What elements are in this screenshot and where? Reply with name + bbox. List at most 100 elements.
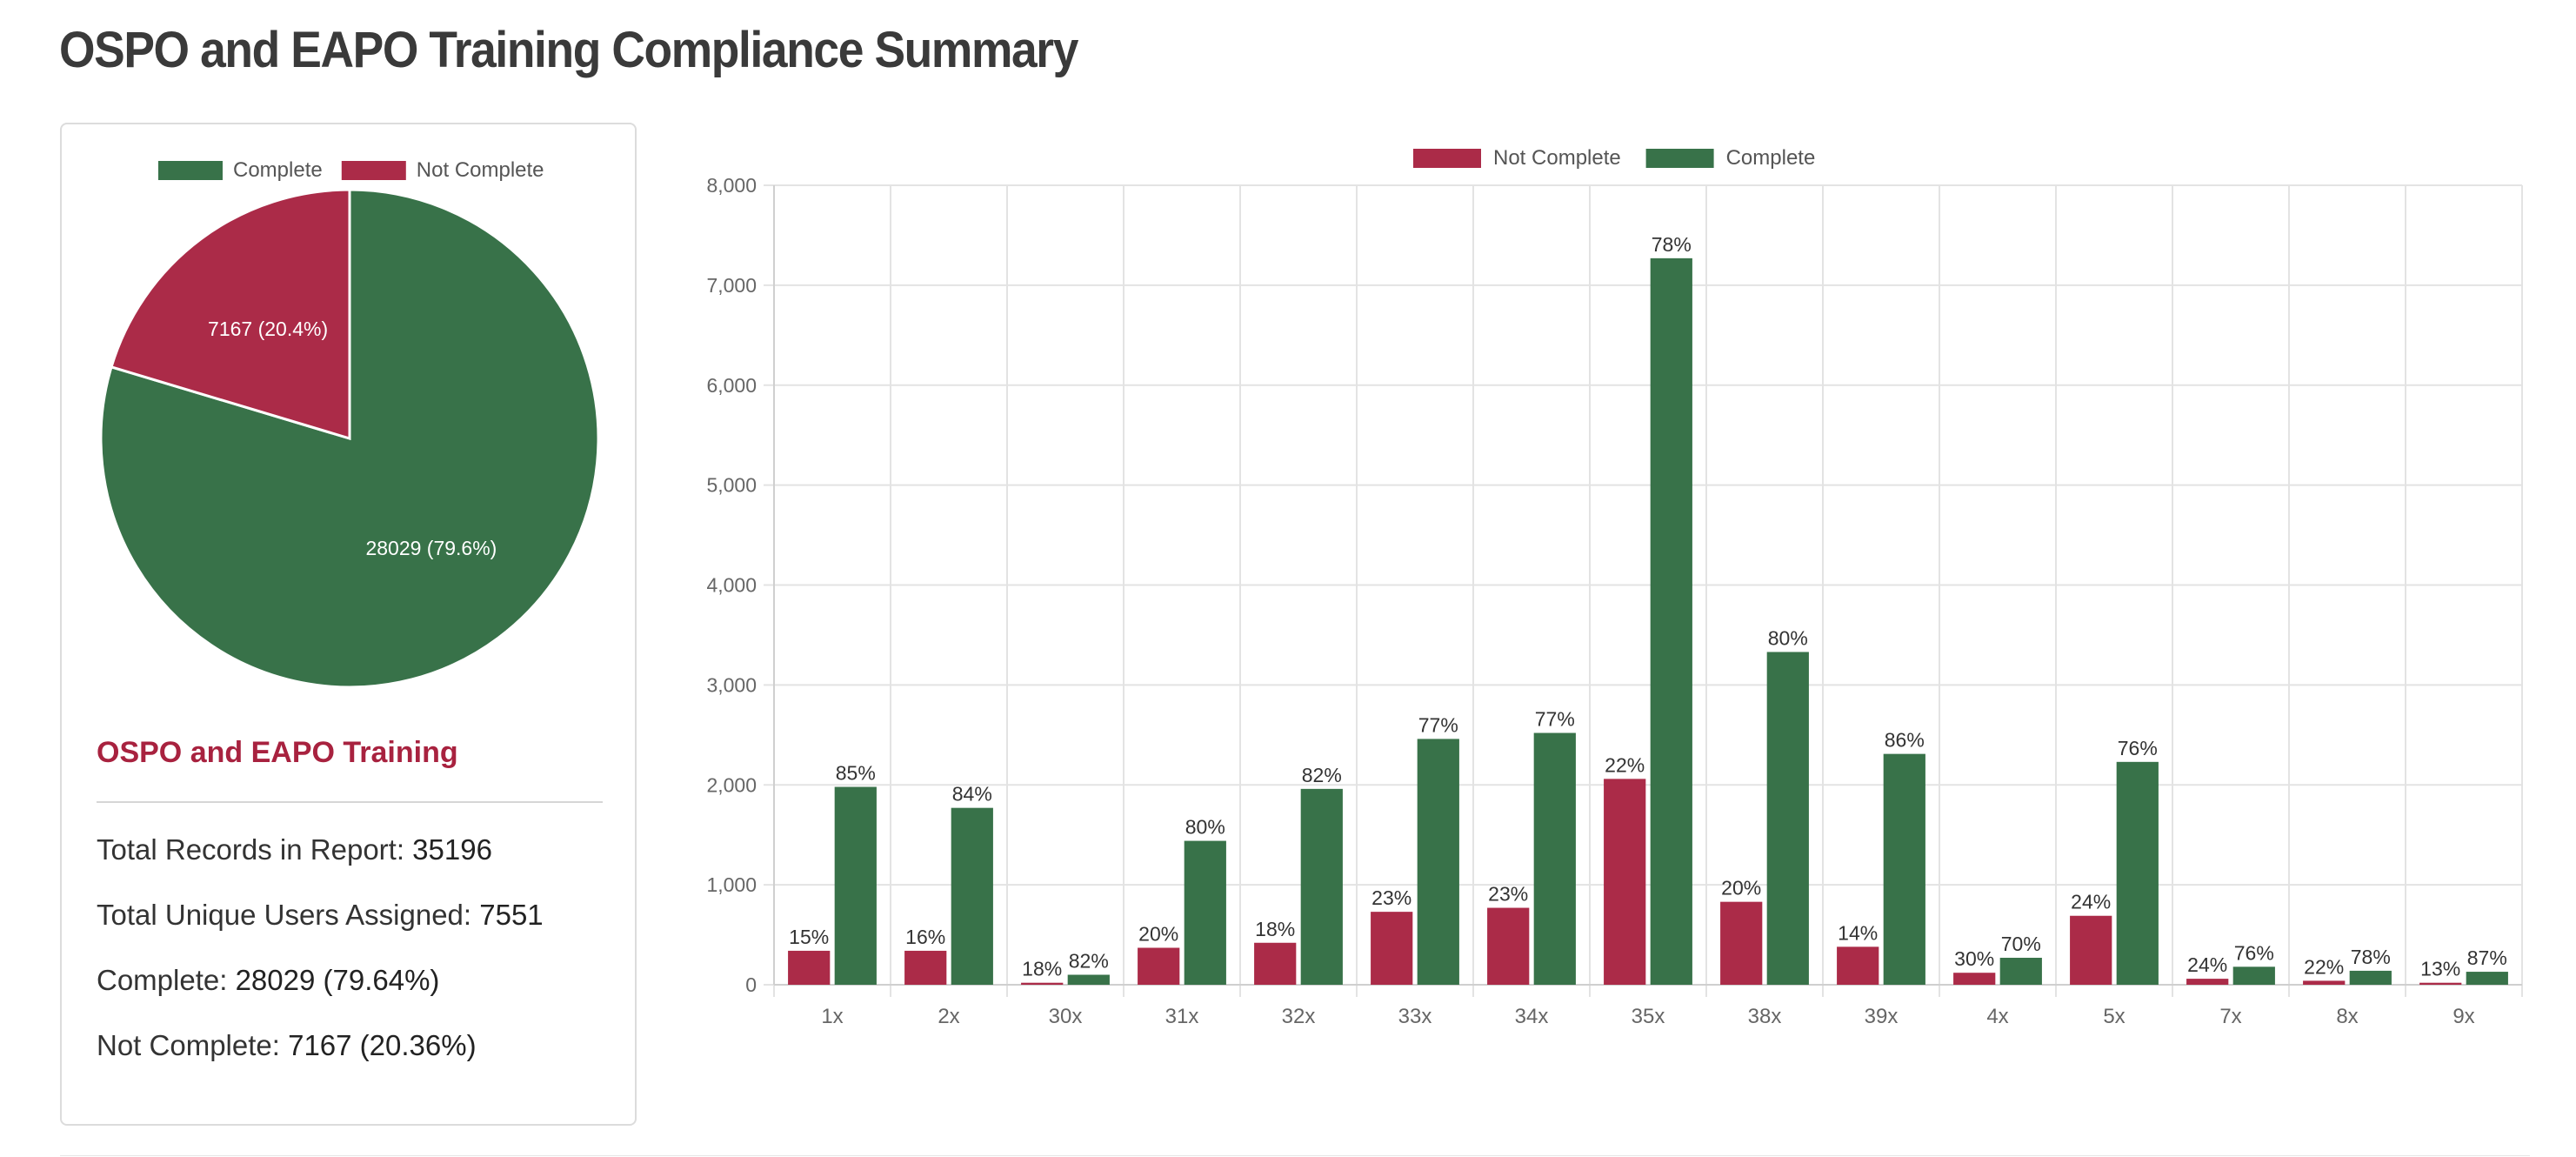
pie-chart[interactable]: Complete Not Complete 28029 (79.6%) 7167 (2… [62,124,638,716]
bar-data-label: 82% [1302,764,1342,786]
divider [97,801,603,803]
bar-data-label: 16% [905,926,945,948]
y-tick-label: 5,000 [706,474,757,497]
bar-complete-31x[interactable] [1184,840,1226,985]
bar-data-label: 76% [2234,941,2274,964]
bar-data-label: 77% [1418,713,1458,736]
complete-value: 28029 (79.64%) [235,964,440,996]
bar-data-label: 24% [2187,953,2227,976]
bar-data-label: 76% [2118,737,2158,759]
bar-data-label: 13% [2420,958,2460,980]
bar-complete-2x[interactable] [951,807,993,985]
bar-not-complete-7x[interactable] [2186,979,2229,985]
y-tick-label: 8,000 [706,174,757,197]
pie-slice-not-complete[interactable] [110,188,351,441]
bar-complete-32x[interactable] [1300,788,1343,985]
not-complete-label: Not Complete: [97,1029,289,1061]
bar-complete-5x[interactable] [2116,761,2159,985]
bar-legend-complete[interactable]: Complete [1645,146,1816,170]
y-tick-label: 6,000 [706,374,757,397]
complete-stat: Complete: 28029 (79.64%) [97,964,439,997]
legend-label: Complete [233,158,323,182]
complete-label: Complete: [97,964,236,996]
pie-slice-label: 28029 (79.6%) [365,537,497,559]
bar-data-label: 30% [1954,947,1994,970]
page-title: OSPO and EAPO Training Compliance Summar… [59,22,1078,78]
bar-data-label: 77% [1535,708,1575,731]
bar-complete-38x[interactable] [1766,652,1809,985]
y-tick-label: 7,000 [706,274,757,297]
bar-not-complete-8x[interactable] [2303,980,2346,985]
bar-complete-8x[interactable] [2349,970,2392,985]
bar-data-label: 70% [2001,933,2041,955]
unique-users-value: 7551 [479,899,544,931]
bar-not-complete-9x[interactable] [2419,982,2462,985]
x-tick-label: 34x [1515,1005,1549,1028]
bar-not-complete-5x[interactable] [2070,915,2112,985]
x-tick-label: 32x [1282,1005,1316,1028]
legend-swatch [1413,149,1481,168]
bottom-divider [60,1155,2530,1156]
bar-not-complete-1x[interactable] [788,950,831,985]
bar-complete-1x[interactable] [834,786,877,985]
x-tick-label: 1x [821,1005,843,1028]
legend-swatch [341,161,406,180]
bar-not-complete-32x[interactable] [1254,942,1297,985]
bar-not-complete-33x[interactable] [1371,912,1413,985]
bar-legend-not-complete[interactable]: Not Complete [1413,146,1621,170]
bar-complete-34x[interactable] [1533,732,1576,985]
total-records-value: 35196 [412,833,492,866]
x-tick-label: 4x [1986,1005,2008,1028]
pie-legend-not-complete[interactable]: Not Complete [341,158,544,182]
x-tick-label: 33x [1398,1005,1432,1028]
bar-not-complete-35x[interactable] [1604,779,1646,985]
y-tick-label: 1,000 [706,873,757,896]
bar-chart[interactable]: Not Complete Complete 0 1,000 2,000 3,000 4,00… [661,130,2539,1044]
unique-users-stat: Total Unique Users Assigned: 7551 [97,899,544,932]
bar-data-label: 23% [1371,886,1411,909]
bar-data-label: 84% [952,783,992,806]
bar-data-label: 15% [789,926,829,948]
bar-complete-7x[interactable] [2232,966,2275,985]
bar-not-complete-34x[interactable] [1487,907,1530,985]
total-records-stat: Total Records in Report: 35196 [97,833,492,866]
bar-complete-30x[interactable] [1067,974,1110,985]
bar-data-label: 18% [1255,918,1295,940]
not-complete-value: 7167 (20.36%) [288,1029,477,1061]
unique-users-label: Total Unique Users Assigned: [97,899,480,931]
bar-not-complete-31x[interactable] [1138,947,1180,985]
bar-data-label: 24% [2071,891,2111,913]
bar-data-label: 22% [1605,753,1645,776]
bar-complete-33x[interactable] [1417,739,1459,985]
x-tick-label: 7x [2219,1005,2241,1028]
x-tick-label: 39x [1865,1005,1899,1028]
total-records-label: Total Records in Report: [97,833,413,866]
bar-complete-4x[interactable] [1999,957,2042,985]
bar-not-complete-2x[interactable] [904,950,947,985]
bar-data-label: 20% [1138,922,1178,945]
x-tick-label: 38x [1748,1005,1782,1028]
bar-not-complete-38x[interactable] [1720,901,1763,985]
bar-complete-39x[interactable] [1883,753,1925,985]
x-tick-label: 35x [1632,1005,1665,1028]
not-complete-stat: Not Complete: 7167 (20.36%) [97,1029,477,1062]
bar-not-complete-4x[interactable] [1953,973,1996,985]
bar-data-label: 14% [1838,921,1878,944]
bar-data-label: 87% [2467,946,2507,969]
x-tick-label: 9x [2453,1005,2474,1028]
bar-data-label: 78% [1652,233,1692,256]
x-tick-label: 8x [2336,1005,2358,1028]
bar-not-complete-30x[interactable] [1021,982,1064,985]
bar-complete-35x[interactable] [1650,257,1692,985]
bar-data-label: 23% [1488,883,1528,906]
pie-slice-label: 7167 (20.4%) [208,318,328,340]
bar-complete-9x[interactable] [2466,972,2508,985]
bar-not-complete-39x[interactable] [1837,946,1879,985]
y-tick-label: 4,000 [706,574,757,597]
y-tick-label: 3,000 [706,673,757,696]
x-tick-label: 5x [2103,1005,2125,1028]
bar-data-label: 20% [1721,877,1761,900]
x-tick-label: 30x [1049,1005,1083,1028]
bar-data-label: 80% [1768,626,1808,649]
pie-legend-complete[interactable]: Complete [158,158,323,182]
